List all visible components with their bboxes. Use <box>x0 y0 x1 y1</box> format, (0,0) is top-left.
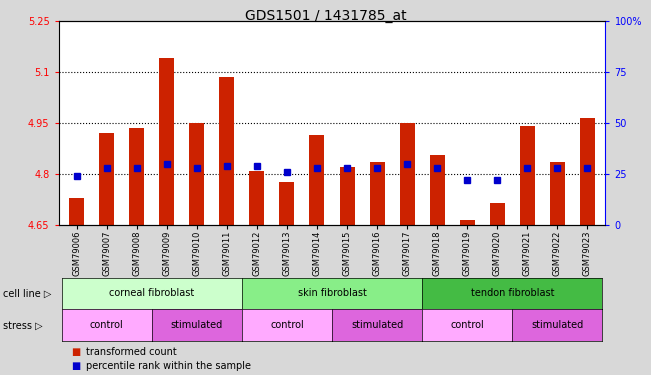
Text: control: control <box>90 320 124 330</box>
Bar <box>550 162 565 225</box>
Text: stress ▷: stress ▷ <box>3 320 43 330</box>
Text: cell line ▷: cell line ▷ <box>3 288 51 298</box>
Text: corneal fibroblast: corneal fibroblast <box>109 288 195 298</box>
Bar <box>279 182 294 225</box>
Text: skin fibroblast: skin fibroblast <box>298 288 367 298</box>
Bar <box>99 133 114 225</box>
Bar <box>490 203 505 225</box>
Bar <box>340 167 355 225</box>
Text: percentile rank within the sample: percentile rank within the sample <box>86 361 251 370</box>
Bar <box>430 155 445 225</box>
Text: control: control <box>450 320 484 330</box>
Text: stimulated: stimulated <box>531 320 583 330</box>
Text: transformed count: transformed count <box>86 347 176 357</box>
Text: stimulated: stimulated <box>351 320 403 330</box>
Bar <box>249 171 264 225</box>
Bar <box>580 118 595 225</box>
Bar <box>69 198 84 225</box>
Bar <box>219 77 234 225</box>
Bar <box>460 220 475 225</box>
Bar <box>519 126 535 225</box>
Bar <box>159 58 174 225</box>
Text: GDS1501 / 1431785_at: GDS1501 / 1431785_at <box>245 9 406 23</box>
Text: control: control <box>270 320 304 330</box>
Text: tendon fibroblast: tendon fibroblast <box>471 288 554 298</box>
Bar <box>309 135 324 225</box>
Text: stimulated: stimulated <box>171 320 223 330</box>
Text: ■: ■ <box>72 347 81 357</box>
Bar <box>400 123 415 225</box>
Bar <box>129 128 145 225</box>
Bar <box>370 162 385 225</box>
Text: ■: ■ <box>72 361 81 370</box>
Bar <box>189 123 204 225</box>
